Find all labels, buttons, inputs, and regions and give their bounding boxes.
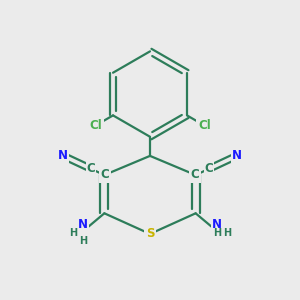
Text: C: C [87,162,95,175]
Text: N: N [212,218,222,231]
Text: N: N [232,149,242,162]
Text: Cl: Cl [198,119,211,132]
Text: C: C [191,168,200,181]
Text: H: H [69,228,77,238]
Text: N: N [58,149,68,162]
Text: H: H [213,228,221,238]
Text: H: H [223,228,231,238]
Text: S: S [146,227,154,240]
Text: C: C [205,162,213,175]
Text: H: H [79,236,87,246]
Text: Cl: Cl [89,119,102,132]
Text: N: N [78,218,88,231]
Text: C: C [100,168,109,181]
